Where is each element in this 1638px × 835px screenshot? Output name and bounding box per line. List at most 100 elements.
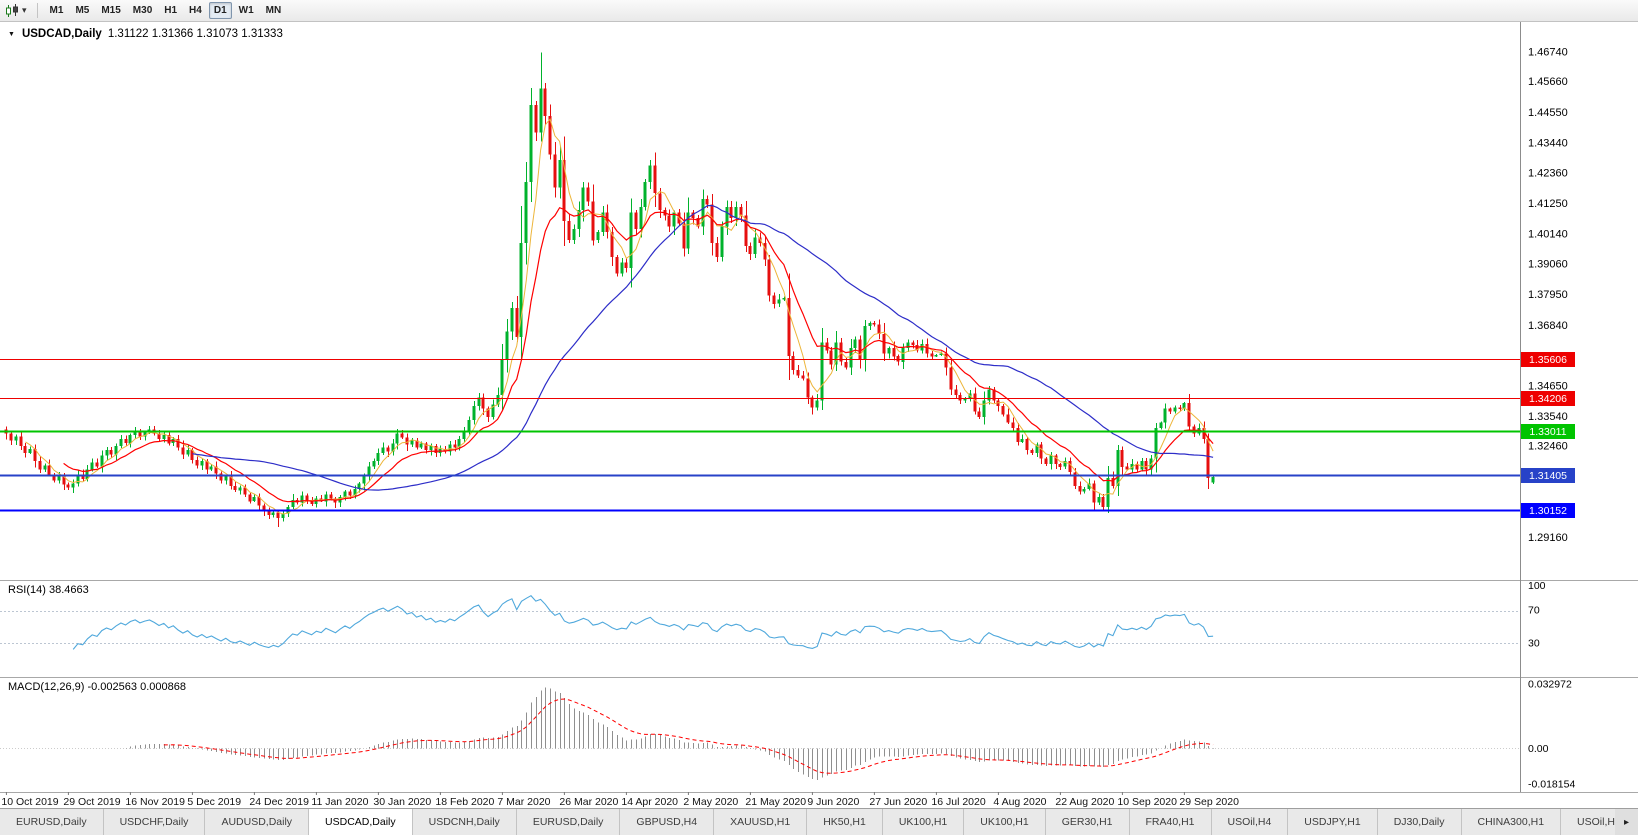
timeframe-button-w1[interactable]: W1: [238, 5, 254, 16]
svg-text:1.35606: 1.35606: [1529, 354, 1567, 366]
hline-1.34206[interactable]: 1.34206: [0, 391, 1575, 406]
macd-signal-line: [163, 698, 1214, 774]
svg-text:1.30152: 1.30152: [1529, 505, 1567, 517]
ma-slow-line: [192, 205, 1214, 491]
svg-text:0.00: 0.00: [1528, 743, 1549, 755]
svg-text:1.46740: 1.46740: [1528, 46, 1568, 58]
chart-tab-gbpusd-h4[interactable]: GBPUSD,H4: [620, 809, 715, 835]
hline-1.31405[interactable]: 1.31405: [0, 468, 1575, 483]
chart-type-dropdown-icon[interactable]: ▾: [22, 5, 27, 15]
svg-text:2 May 2020: 2 May 2020: [683, 796, 738, 808]
timeframe-button-mn[interactable]: MN: [265, 5, 282, 16]
svg-text:18 Feb 2020: 18 Feb 2020: [435, 796, 494, 808]
svg-text:1.34206: 1.34206: [1529, 393, 1567, 405]
candlestick-chart-glyph: [6, 3, 18, 17]
chart-marker-icon: ▼: [8, 30, 15, 38]
candlesticks: [4, 52, 1215, 527]
timeframe-button-d1[interactable]: D1: [208, 2, 232, 19]
chart-tab-usdjpy-h1[interactable]: USDJPY,H1: [1288, 809, 1378, 835]
chart-tab-china300-h1[interactable]: CHINA300,H1: [1461, 809, 1562, 835]
chart-tab-usdcad-daily[interactable]: USDCAD,Daily: [309, 809, 413, 835]
svg-text:1.34650: 1.34650: [1528, 380, 1568, 392]
svg-text:7 Mar 2020: 7 Mar 2020: [497, 796, 550, 808]
svg-text:1.33011: 1.33011: [1529, 426, 1566, 438]
svg-text:1.33540: 1.33540: [1528, 411, 1568, 423]
svg-text:29 Sep 2020: 29 Sep 2020: [1179, 796, 1239, 808]
chart-title: ▼ USDCAD,Daily 1.31122 1.31366 1.31073 1…: [8, 28, 283, 40]
toolbar-separator: [36, 3, 38, 18]
chart-tab-audusd-daily[interactable]: AUDUSD,Daily: [205, 809, 310, 835]
chart-title-ohlc: 1.31122 1.31366 1.31073 1.31333: [107, 28, 283, 40]
svg-text:16 Jul 2020: 16 Jul 2020: [931, 796, 985, 808]
timeframe-button-h4[interactable]: H4: [189, 5, 202, 16]
hline-1.33011[interactable]: 1.33011: [0, 424, 1575, 439]
svg-text:1.43440: 1.43440: [1528, 137, 1568, 149]
svg-text:1.36840: 1.36840: [1528, 320, 1568, 332]
svg-text:26 Mar 2020: 26 Mar 2020: [559, 796, 618, 808]
timeframe-button-m5[interactable]: M5: [75, 5, 90, 16]
chart-tab-bar: EURUSD,Daily USDCHF,Daily AUDUSD,Daily USDC…: [0, 808, 1638, 835]
svg-text:1.42360: 1.42360: [1528, 167, 1568, 179]
svg-text:10 Sep 2020: 10 Sep 2020: [1117, 796, 1177, 808]
svg-text:100: 100: [1528, 580, 1546, 592]
tab-scroll-right-icon[interactable]: ▸: [1623, 816, 1629, 828]
chart-tab-usoil-h4[interactable]: USOil,H4: [1211, 809, 1289, 835]
svg-text:21 May 2020: 21 May 2020: [745, 796, 806, 808]
chart-tab-dj30-daily[interactable]: DJ30,Daily: [1377, 809, 1462, 835]
svg-text:14 Apr 2020: 14 Apr 2020: [621, 796, 678, 808]
timeframe-buttons: M1 M5 M15 M30 H1 H4 D1 W1 MN: [44, 2, 288, 19]
svg-text:27 Jun 2020: 27 Jun 2020: [869, 796, 927, 808]
svg-text:1.31405: 1.31405: [1529, 470, 1567, 482]
hline-1.35606[interactable]: 1.35606: [0, 352, 1575, 367]
chart-tab-uk100-h1[interactable]: UK100,H1: [964, 809, 1046, 835]
svg-text:30 Jan 2020: 30 Jan 2020: [373, 796, 431, 808]
svg-text:4 Aug 2020: 4 Aug 2020: [993, 796, 1046, 808]
chart-tab-xauusd-h1[interactable]: XAUUSD,H1: [714, 809, 808, 835]
timeframe-toolbar: ▾ M1 M5 M15 M30 H1 H4 D1 W1 MN: [0, 0, 1638, 22]
svg-text:29 Oct 2019: 29 Oct 2019: [63, 796, 120, 808]
chart-tab-eurusd-daily[interactable]: EURUSD,Daily: [516, 809, 621, 835]
svg-text:30: 30: [1528, 637, 1540, 649]
svg-text:10 Oct 2019: 10 Oct 2019: [1, 796, 58, 808]
svg-text:1.32460: 1.32460: [1528, 441, 1568, 453]
timeframe-button-h1[interactable]: H1: [164, 5, 178, 16]
rsi-line: [72, 595, 1214, 650]
ma-mid-line: [63, 206, 1214, 503]
price-axis-labels: 1.46740 1.45660 1.44550 1.43440 1.42360 1.412…: [1528, 46, 1568, 544]
svg-text:1.44550: 1.44550: [1528, 107, 1568, 119]
chart-tabs: EURUSD,Daily USDCHF,Daily AUDUSD,Daily USDC…: [0, 809, 1615, 835]
chart-tab-fra40-h1[interactable]: FRA40,H1: [1129, 809, 1212, 835]
chart-tab-eurusd-daily[interactable]: EURUSD,Daily: [0, 809, 104, 835]
date-axis: 10 Oct 2019 29 Oct 2019 16 Nov 2019 5 Dec 2…: [1, 792, 1239, 808]
timeframe-button-m30[interactable]: M30: [132, 5, 153, 16]
chart-type-icon[interactable]: [5, 3, 20, 18]
timeframe-button-m1[interactable]: M1: [49, 5, 64, 16]
svg-text:16 Nov 2019: 16 Nov 2019: [125, 796, 185, 808]
chart-tab-usdchf-daily[interactable]: USDCHF,Daily: [103, 809, 206, 835]
chart-tab-hk50-h1[interactable]: HK50,H1: [807, 809, 883, 835]
svg-text:1.29160: 1.29160: [1528, 532, 1568, 544]
svg-text:9 Jun 2020: 9 Jun 2020: [807, 796, 859, 808]
svg-text:24 Dec 2019: 24 Dec 2019: [249, 796, 309, 808]
svg-text:1.39060: 1.39060: [1528, 258, 1568, 270]
chart-region: 1.46740 1.45660 1.44550 1.43440 1.42360 1.412…: [0, 22, 1638, 808]
chart-tab-usoil-h1[interactable]: USOil,H1: [1561, 809, 1615, 835]
svg-text:5 Dec 2019: 5 Dec 2019: [187, 796, 241, 808]
chart-tab-uk100-h1[interactable]: UK100,H1: [882, 809, 965, 835]
svg-text:1.41250: 1.41250: [1528, 198, 1568, 210]
panel-separators: [0, 22, 1638, 793]
rsi-levels: 100 70 30: [0, 580, 1546, 649]
chart-tab-usdcnh-daily[interactable]: USDCNH,Daily: [412, 809, 517, 835]
macd-indicator-label: MACD(12,26,9) -0.002563 0.000868: [8, 681, 186, 693]
timeframe-button-m15[interactable]: M15: [101, 5, 121, 16]
svg-text:22 Aug 2020: 22 Aug 2020: [1055, 796, 1114, 808]
ma-fast-line: [25, 118, 1214, 515]
chart-tab-ger30-h1[interactable]: GER30,H1: [1045, 809, 1130, 835]
macd-axis-labels: 0.032972 0.00 -0.018154: [1528, 679, 1575, 791]
chart-canvas[interactable]: 1.46740 1.45660 1.44550 1.43440 1.42360 1.412…: [0, 22, 1638, 808]
svg-text:70: 70: [1528, 605, 1540, 617]
svg-text:11 Jan 2020: 11 Jan 2020: [311, 796, 368, 808]
chart-title-symbol: USDCAD,Daily: [21, 28, 102, 40]
hline-1.30152[interactable]: 1.30152: [0, 503, 1575, 518]
